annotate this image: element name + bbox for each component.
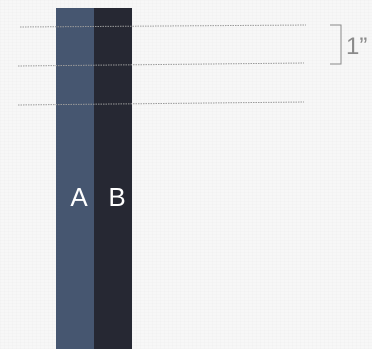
guide-line-middle bbox=[17, 62, 305, 67]
guide-line-bottom bbox=[17, 101, 305, 106]
strip-b-label: B bbox=[108, 182, 126, 212]
strip-a-label: A bbox=[70, 182, 88, 212]
dimension-bracket bbox=[330, 24, 342, 65]
guide-line-top bbox=[19, 24, 307, 28]
dimension-label: 1” bbox=[346, 33, 368, 60]
strip-a bbox=[56, 8, 94, 349]
